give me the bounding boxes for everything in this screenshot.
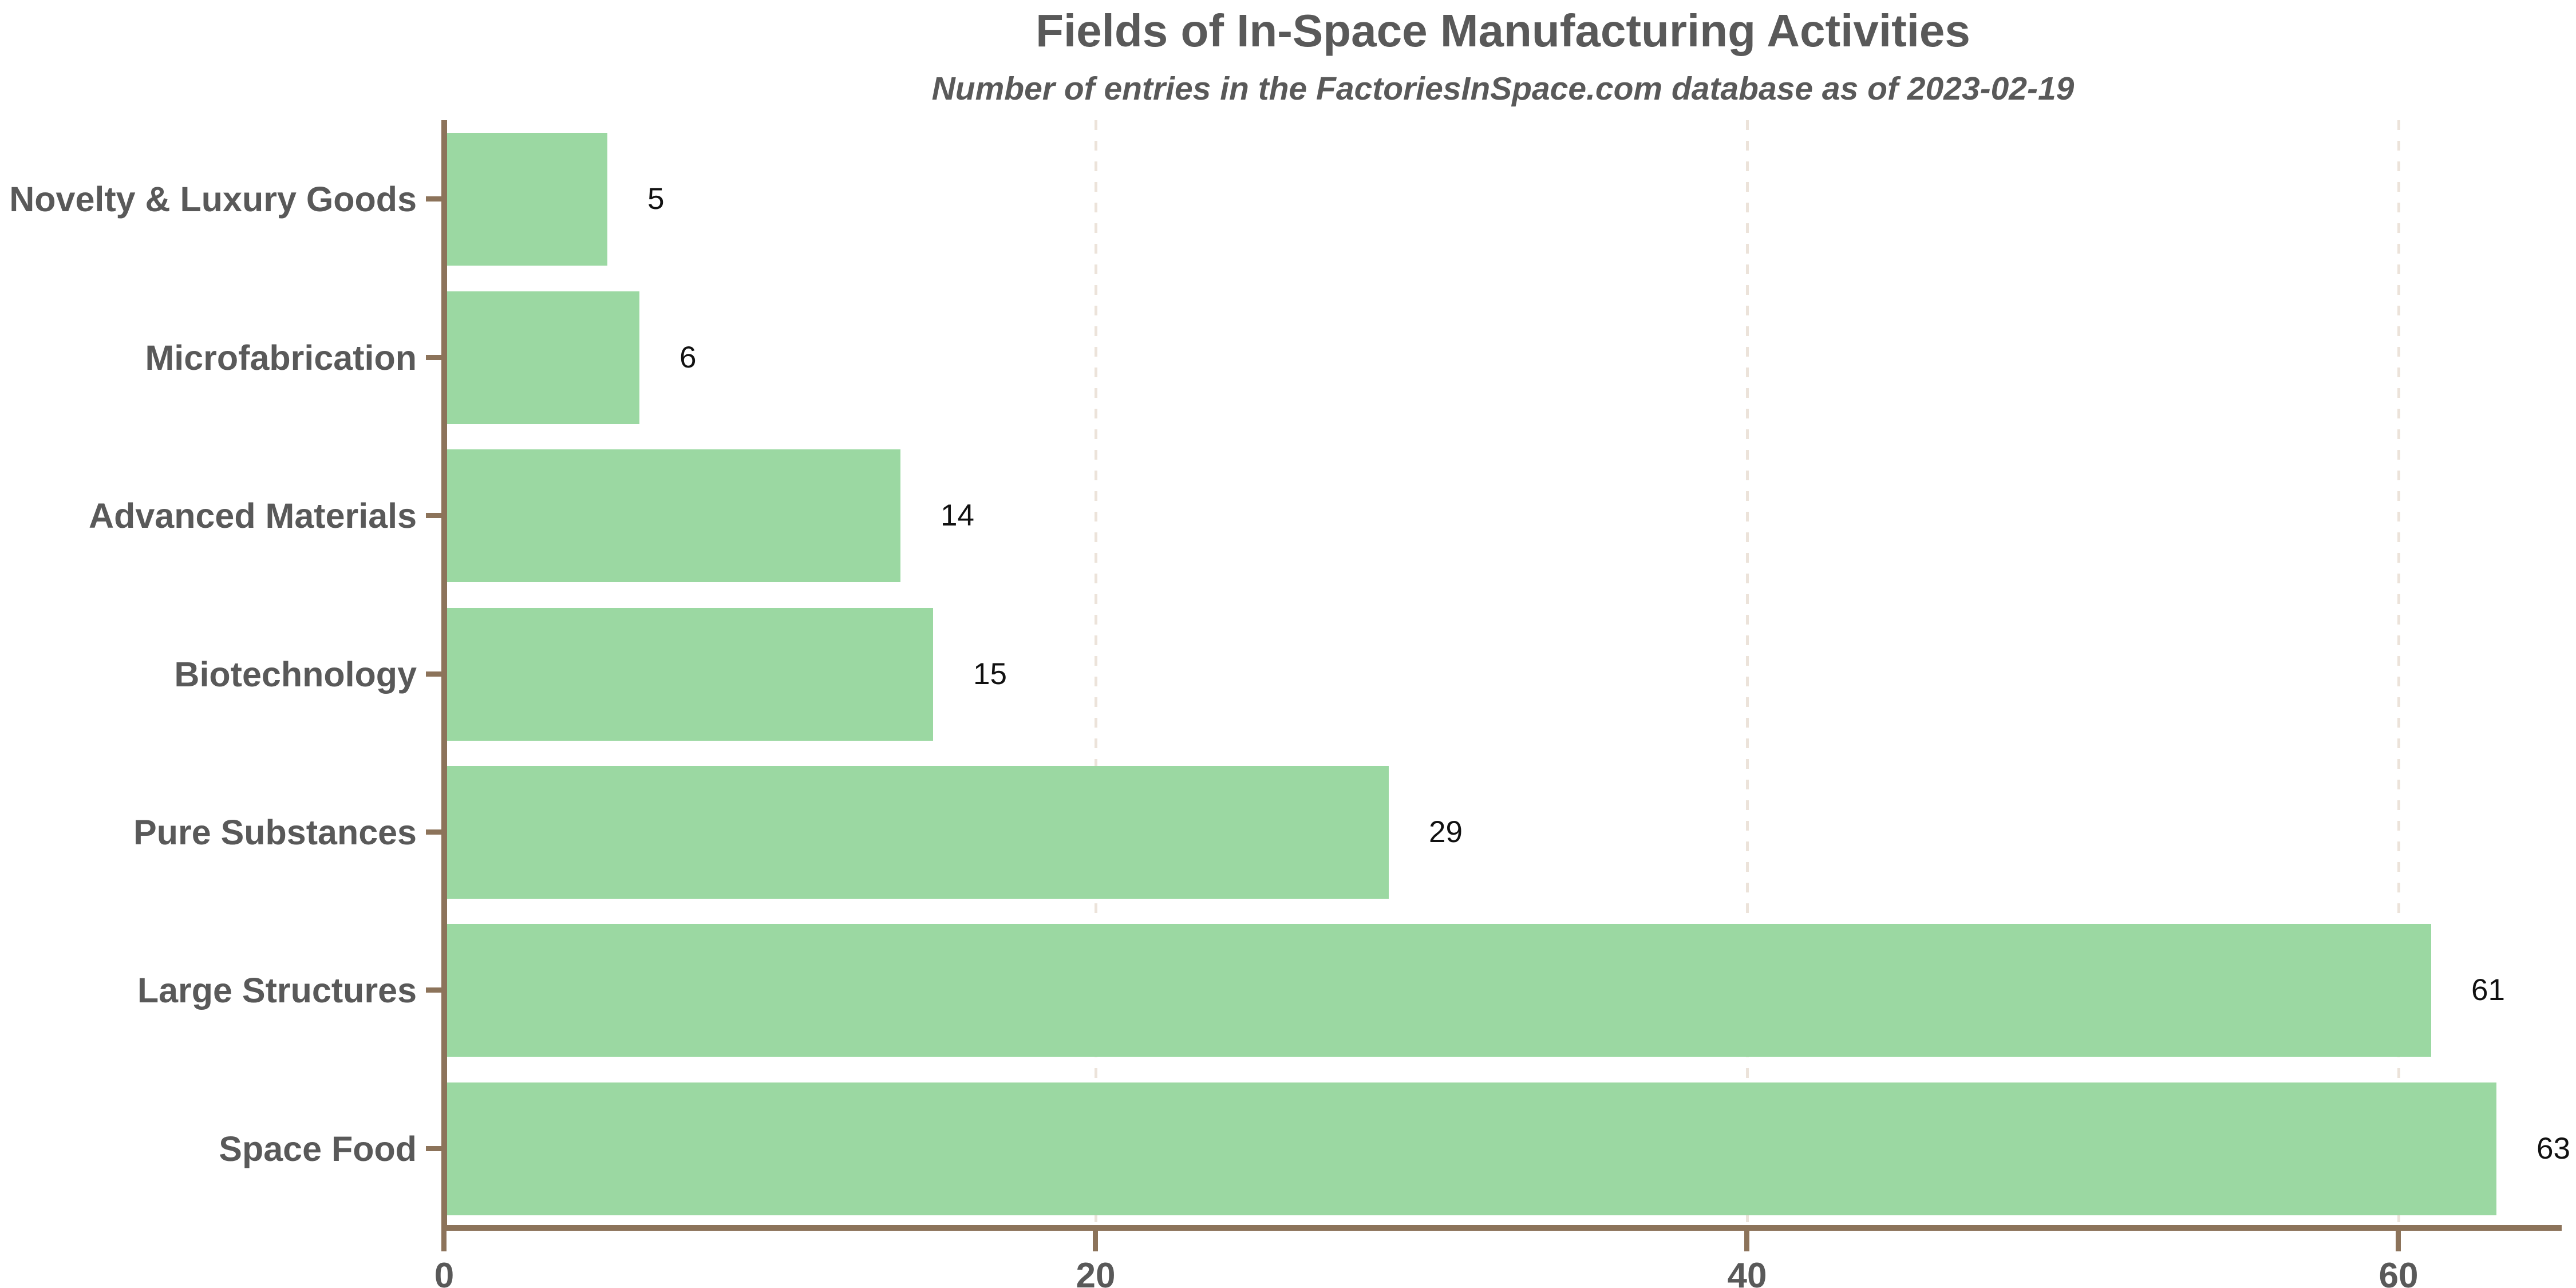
y-tick-mark — [426, 987, 444, 993]
y-tick-mark — [426, 354, 444, 360]
value-label: 15 — [973, 657, 1007, 691]
chart-subtitle: Number of entries in the FactoriesInSpac… — [931, 70, 2075, 107]
category-label: Space Food — [219, 1129, 417, 1168]
value-label: 63 — [2537, 1131, 2570, 1165]
y-tick-mark — [426, 513, 444, 519]
bar — [444, 924, 2431, 1057]
y-tick-mark — [426, 196, 444, 202]
category-label: Pure Substances — [133, 812, 417, 852]
bar — [444, 133, 607, 266]
x-tick-label: 20 — [1076, 1256, 1116, 1288]
category-label: Large Structures — [137, 971, 417, 1010]
value-label: 14 — [941, 499, 974, 533]
value-label: 5 — [647, 182, 665, 216]
x-tick-mark — [2396, 1231, 2401, 1251]
bar — [444, 607, 933, 741]
bar — [444, 1082, 2496, 1215]
category-label: Advanced Materials — [89, 496, 417, 536]
y-tick-mark — [426, 1145, 444, 1151]
y-tick-mark — [426, 671, 444, 677]
value-label: 29 — [1429, 815, 1463, 849]
category-label: Biotechnology — [174, 654, 417, 694]
gridline — [1095, 120, 1097, 1228]
x-tick-label: 40 — [1727, 1256, 1767, 1288]
x-tick-mark — [441, 1231, 447, 1251]
y-axis-line — [441, 120, 447, 1231]
value-label: 61 — [2471, 973, 2505, 1008]
x-axis-line — [441, 1225, 2562, 1231]
bar — [444, 449, 900, 583]
gridline — [2397, 120, 2400, 1228]
chart-title: Fields of In-Space Manufacturing Activit… — [1036, 5, 1970, 56]
category-label: Novelty & Luxury Goods — [9, 180, 417, 219]
value-label: 6 — [679, 340, 697, 374]
category-label: Microfabrication — [145, 338, 417, 377]
gridline — [1746, 120, 1749, 1228]
x-tick-mark — [1093, 1231, 1098, 1251]
y-tick-mark — [426, 829, 444, 835]
bar — [444, 291, 639, 424]
x-tick-mark — [1744, 1231, 1749, 1251]
bar — [444, 765, 1389, 899]
x-tick-label: 0 — [434, 1256, 455, 1288]
x-tick-label: 60 — [2379, 1256, 2419, 1288]
